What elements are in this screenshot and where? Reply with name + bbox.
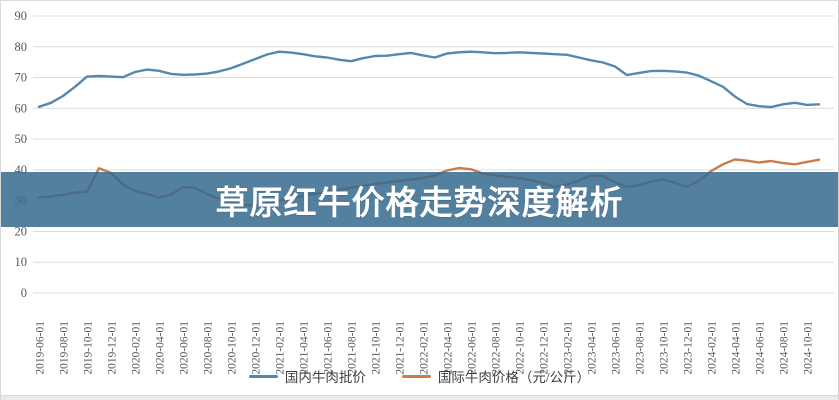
x-tick-label: 2020-10-01 (227, 321, 239, 375)
legend-item-domestic: 国内牛肉批价 (248, 366, 366, 386)
x-tick-label: 2021-04-01 (299, 321, 311, 375)
x-tick-label: 2024-10-01 (803, 321, 815, 375)
x-tick-label: 2022-06-01 (467, 321, 479, 375)
x-tick-label: 2021-02-01 (275, 321, 287, 375)
x-tick-label: 2020-02-01 (131, 321, 143, 375)
x-tick-label: 2023-08-01 (635, 321, 647, 375)
chart-legend: 国内牛肉批价 国际牛肉价格（元/公斤） (1, 366, 838, 386)
x-tick-label: 2023-06-01 (611, 321, 623, 375)
x-tick-label: 2024-08-01 (779, 321, 791, 375)
x-tick-label: 2020-06-01 (179, 321, 191, 375)
x-tick-label: 2021-10-01 (371, 321, 383, 375)
y-tick-label: 0 (21, 286, 27, 300)
legend-label: 国际牛肉价格（元/公斤） (437, 370, 591, 385)
x-tick-label: 2024-06-01 (755, 321, 767, 375)
x-tick-label: 2022-10-01 (515, 321, 527, 375)
title-banner: 草原红牛价格走势深度解析 (1, 172, 838, 227)
domestic-series-swatch (248, 374, 278, 378)
legend-item-international: 国际牛肉价格（元/公斤） (401, 366, 591, 386)
y-tick-label: 20 (15, 224, 28, 238)
x-tick-label: 2021-06-01 (323, 321, 335, 375)
y-tick-label: 50 (15, 132, 28, 146)
x-tick-label: 2022-08-01 (491, 321, 503, 375)
x-tick-label: 2023-10-01 (659, 321, 671, 375)
x-tick-label: 2019-06-01 (35, 321, 47, 375)
x-tick-label: 2021-08-01 (347, 321, 359, 375)
x-tick-label: 2020-04-01 (155, 321, 167, 375)
x-tick-label: 2022-02-01 (419, 321, 431, 375)
bottom-border-strip (1, 395, 838, 400)
series-line-0 (37, 50, 821, 109)
international-series-swatch (401, 374, 431, 378)
x-tick-label: 2023-04-01 (587, 321, 599, 375)
x-tick-label: 2021-12-01 (395, 321, 407, 375)
x-tick-label: 2019-12-01 (107, 321, 119, 375)
x-tick-label: 2020-08-01 (203, 321, 215, 375)
x-tick-label: 2023-02-01 (563, 321, 575, 375)
y-tick-label: 80 (15, 40, 28, 54)
x-tick-label: 2024-02-01 (707, 321, 719, 375)
x-tick-label: 2019-08-01 (59, 321, 71, 375)
y-tick-label: 10 (15, 255, 28, 269)
x-tick-label: 2023-12-01 (683, 321, 695, 375)
x-tick-label: 2022-04-01 (443, 321, 455, 375)
chart-title: 草原红牛价格走势深度解析 (215, 183, 624, 221)
legend-label: 国内牛肉批价 (284, 370, 366, 385)
x-tick-label: 2024-04-01 (731, 321, 743, 375)
x-tick-label: 2022-12-01 (539, 321, 551, 375)
y-tick-label: 60 (15, 101, 28, 115)
x-tick-label: 2019-10-01 (83, 321, 95, 375)
y-tick-label: 90 (15, 9, 28, 23)
y-tick-label: 70 (15, 71, 28, 85)
x-tick-label: 2020-12-01 (251, 321, 263, 375)
